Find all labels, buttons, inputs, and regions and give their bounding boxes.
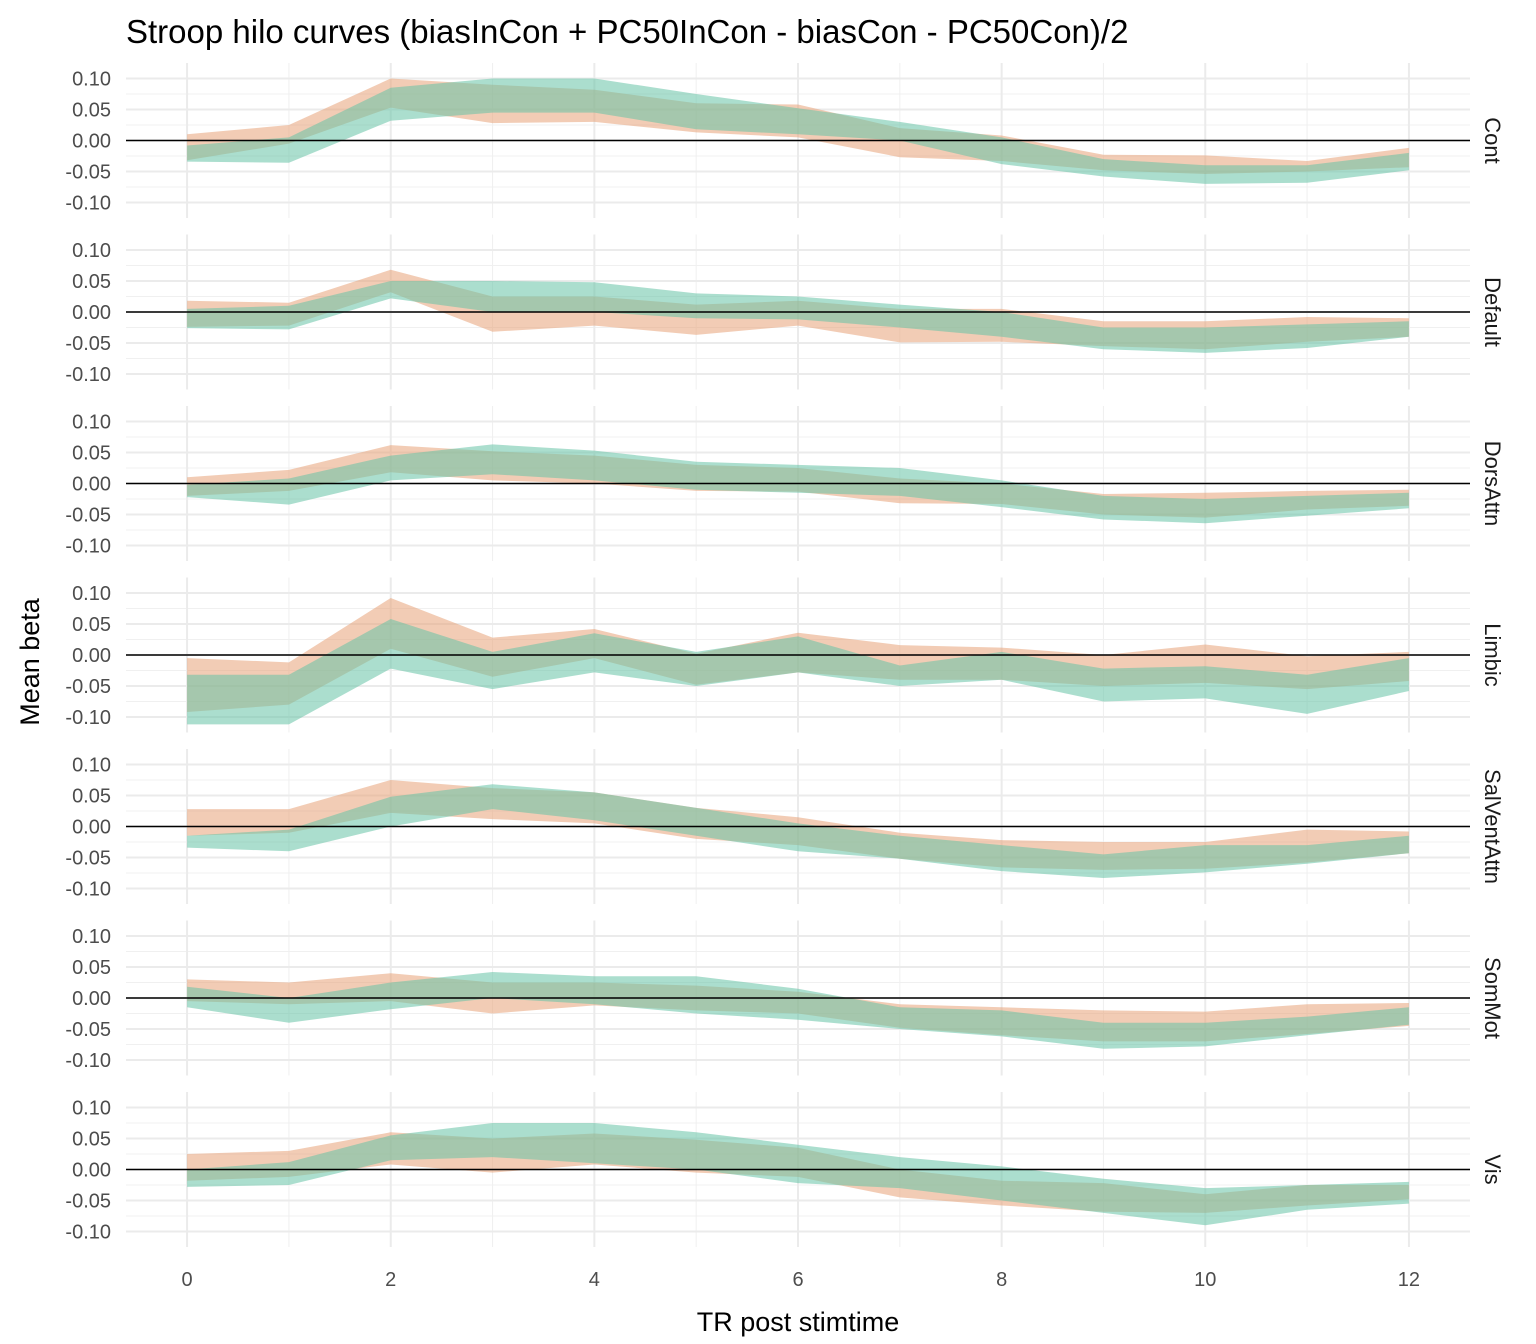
y-tick-label: 0.05 <box>72 271 111 293</box>
y-tick-label: -0.05 <box>65 162 111 184</box>
y-tick-label: -0.05 <box>65 333 111 355</box>
y-tick-label: 0.05 <box>72 614 111 636</box>
x-axis: 0 2 4 6 8 10 12 <box>182 1269 1421 1291</box>
y-tick-label: 0.10 <box>72 240 111 262</box>
y-tick-label: 0.05 <box>72 957 111 979</box>
x-tick-label: 12 <box>1398 1269 1420 1291</box>
y-tick-label: 0.00 <box>72 1160 111 1182</box>
facet-strip-label: SomMot <box>1480 957 1505 1039</box>
ribbon-band-2 <box>187 784 1409 878</box>
facet-strip-label: DorsAttn <box>1480 441 1505 527</box>
y-tick-label: 0.10 <box>72 583 111 605</box>
y-tick-label: -0.10 <box>65 1050 111 1072</box>
ribbon-band-2 <box>187 281 1409 353</box>
facet-panel-cont: -0.10 -0.05 0.00 0.05 0.10 Cont <box>65 63 1505 218</box>
y-tick-label: 0.10 <box>72 1098 111 1120</box>
facet-panel-default: -0.10 -0.05 0.00 0.05 0.10 Default <box>65 234 1505 390</box>
y-tick-label: -0.10 <box>65 879 111 901</box>
y-tick-label: 0.10 <box>72 755 111 777</box>
x-tick-label: 6 <box>792 1269 803 1291</box>
y-tick-label: 0.05 <box>72 100 111 122</box>
x-tick-label: 0 <box>182 1269 193 1291</box>
y-tick-label: 0.00 <box>72 302 111 324</box>
ribbon-band-2 <box>187 972 1409 1049</box>
facet-panel-vis: -0.10 -0.05 0.00 0.05 0.10 Vis <box>65 1092 1505 1247</box>
facet-panel-sommot: -0.10 -0.05 0.00 0.05 0.10 SomMot <box>65 920 1505 1076</box>
x-tick-label: 2 <box>385 1269 396 1291</box>
y-tick-label: -0.10 <box>65 536 111 558</box>
y-tick-label: 0.05 <box>72 443 111 465</box>
y-tick-label: -0.05 <box>65 676 111 698</box>
y-tick-label: 0.05 <box>72 1129 111 1151</box>
y-tick-label: 0.00 <box>72 988 111 1010</box>
y-tick-label: -0.05 <box>65 505 111 527</box>
y-tick-label: -0.10 <box>65 364 111 386</box>
y-tick-label: -0.10 <box>65 707 111 729</box>
y-tick-label: 0.00 <box>72 474 111 496</box>
y-tick-label: 0.00 <box>72 131 111 153</box>
ribbon-band-2 <box>187 619 1409 725</box>
x-tick-label: 10 <box>1194 1269 1216 1291</box>
y-tick-label: 0.10 <box>72 926 111 948</box>
y-tick-label: -0.05 <box>65 1019 111 1041</box>
y-tick-label: -0.05 <box>65 1191 111 1213</box>
y-tick-label: -0.10 <box>65 193 111 215</box>
facet-panels: -0.10 -0.05 0.00 0.05 0.10 Cont -0.10 -0.05 0.00… <box>65 63 1505 1247</box>
facet-strip-label: Limbic <box>1480 623 1505 687</box>
facet-strip-label: Cont <box>1480 117 1505 163</box>
facet-strip-label: Vis <box>1480 1154 1505 1184</box>
facet-strip-label: Default <box>1480 277 1505 347</box>
y-tick-label: 0.00 <box>72 645 111 667</box>
y-tick-label: 0.10 <box>72 69 111 91</box>
y-tick-label: 0.00 <box>72 817 111 839</box>
facet-panel-salventattn: -0.10 -0.05 0.00 0.05 0.10 SalVentAttn <box>65 749 1505 904</box>
chart-title: Stroop hilo curves (biasInCon + PC50InCo… <box>126 13 1128 50</box>
y-tick-label: -0.05 <box>65 848 111 870</box>
y-axis-title: Mean beta <box>15 597 45 726</box>
ribbon-band-2 <box>187 78 1409 184</box>
x-tick-label: 4 <box>589 1269 600 1291</box>
y-tick-label: -0.10 <box>65 1222 111 1244</box>
y-tick-label: 0.10 <box>72 412 111 434</box>
x-tick-label: 8 <box>996 1269 1007 1291</box>
facet-strip-label: SalVentAttn <box>1480 769 1505 884</box>
facet-panel-dorsattn: -0.10 -0.05 0.00 0.05 0.10 DorsAttn <box>65 406 1505 561</box>
facet-panel-limbic: -0.10 -0.05 0.00 0.05 0.10 Limbic <box>65 577 1505 733</box>
x-axis-title: TR post stimtime <box>697 1307 900 1337</box>
ribbon-band-2 <box>187 1123 1409 1226</box>
y-tick-label: 0.05 <box>72 786 111 808</box>
